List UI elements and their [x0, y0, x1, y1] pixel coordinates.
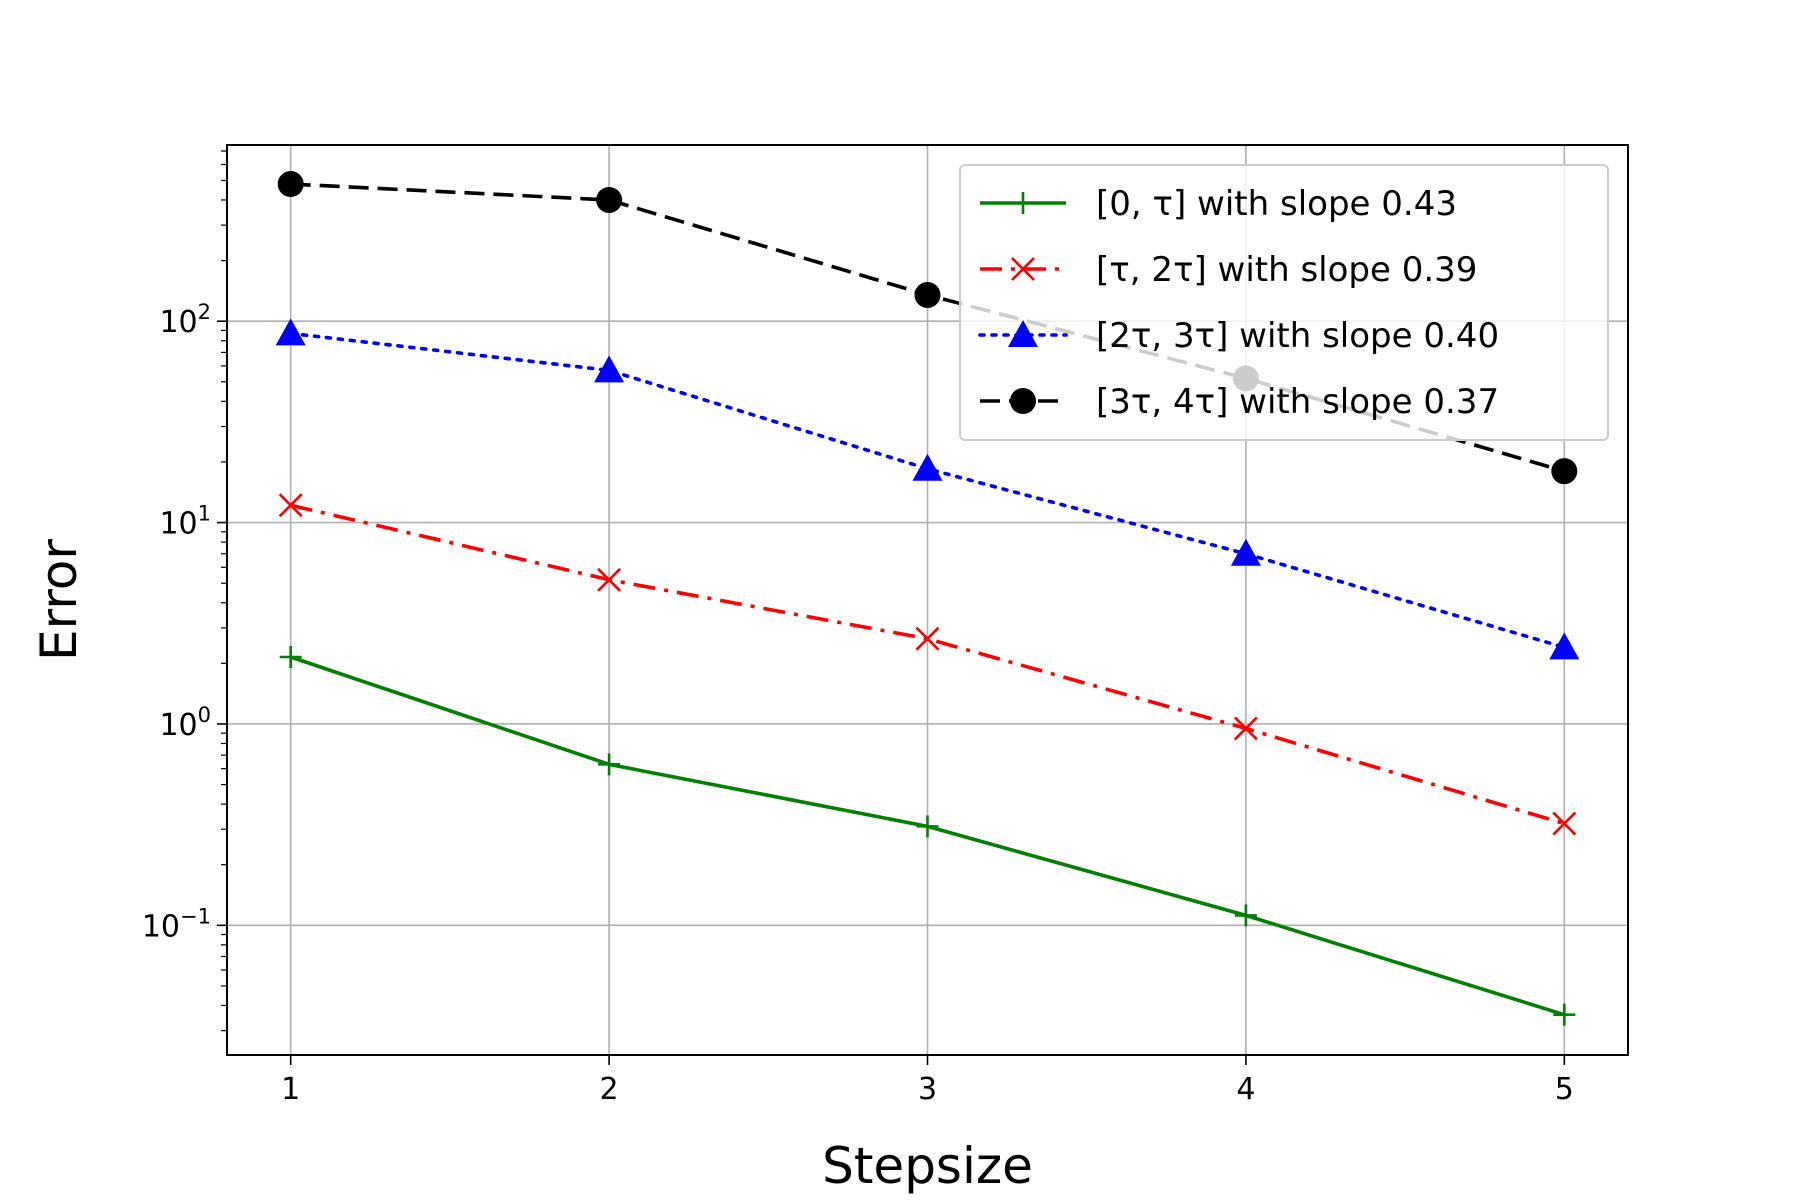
legend-marker	[1011, 257, 1035, 281]
data-point	[915, 626, 940, 651]
x-tick-label: 1	[281, 1072, 300, 1107]
data-point	[277, 171, 304, 198]
x-tick-label: 5	[1555, 1072, 1574, 1107]
data-point	[1233, 716, 1258, 741]
legend-label: [2τ, 3τ] with slope 0.40	[1096, 316, 1499, 356]
data-point	[594, 355, 625, 383]
data-point	[1230, 538, 1261, 566]
legend-item: [τ, 2τ] with slope 0.39	[980, 250, 1477, 290]
series-2	[278, 493, 1577, 836]
legend-item: [0, τ] with slope 0.43	[980, 184, 1457, 224]
legend-box	[959, 164, 1609, 441]
series-1	[279, 646, 1576, 1026]
series-3	[275, 318, 1580, 660]
y-tick-exponent: 0	[198, 703, 211, 727]
data-point	[1551, 458, 1578, 485]
legend-label: [τ, 2τ] with slope 0.39	[1096, 250, 1477, 290]
y-tick-base: 10	[159, 305, 197, 340]
x-axis: 1 2 3 4 5	[281, 1055, 1574, 1107]
data-point	[275, 318, 306, 346]
legend-marker	[1012, 192, 1034, 214]
y-tick-base: 10	[159, 507, 197, 542]
data-point	[596, 186, 623, 213]
data-point	[912, 453, 943, 481]
y-tick-exponent: 1	[198, 502, 211, 526]
legend-label: [3τ, 4τ] with slope 0.37	[1096, 382, 1499, 422]
data-point	[914, 281, 941, 308]
y-tick-label: 10−1	[142, 904, 211, 944]
data-point	[279, 646, 302, 669]
y-tick-label: 100	[159, 703, 211, 743]
y-tick-base: 10	[159, 708, 197, 743]
y-tick-exponent: −1	[180, 904, 211, 928]
data-point	[1234, 904, 1257, 927]
legend-marker	[1010, 388, 1036, 414]
y-tick-label: 101	[159, 502, 211, 542]
data-point	[598, 753, 621, 776]
y-tick-exponent: 2	[198, 300, 211, 324]
legend-label: [0, τ] with slope 0.43	[1096, 184, 1457, 224]
data-point	[1549, 632, 1580, 660]
y-tick-base: 10	[142, 909, 180, 944]
x-tick-label: 3	[918, 1072, 937, 1107]
series-line	[288, 331, 1567, 650]
legend-item: [3τ, 4τ] with slope 0.37	[980, 382, 1499, 422]
legend: [0, τ] with slope 0.43 [τ, 2τ] with slope…	[959, 164, 1609, 441]
x-tick-label: 4	[1236, 1072, 1255, 1107]
data-point	[1552, 811, 1577, 836]
x-axis-title: Stepsize	[822, 1137, 1033, 1195]
y-tick-label: 102	[159, 300, 211, 340]
x-tick-label: 2	[600, 1072, 619, 1107]
data-point	[597, 567, 622, 592]
legend-item: [2τ, 3τ] with slope 0.40	[978, 316, 1499, 356]
data-point	[278, 493, 303, 518]
legend-marker	[1008, 320, 1038, 347]
y-axis-title: Error	[30, 539, 88, 661]
data-point	[916, 815, 939, 838]
data-point	[1553, 1003, 1576, 1026]
